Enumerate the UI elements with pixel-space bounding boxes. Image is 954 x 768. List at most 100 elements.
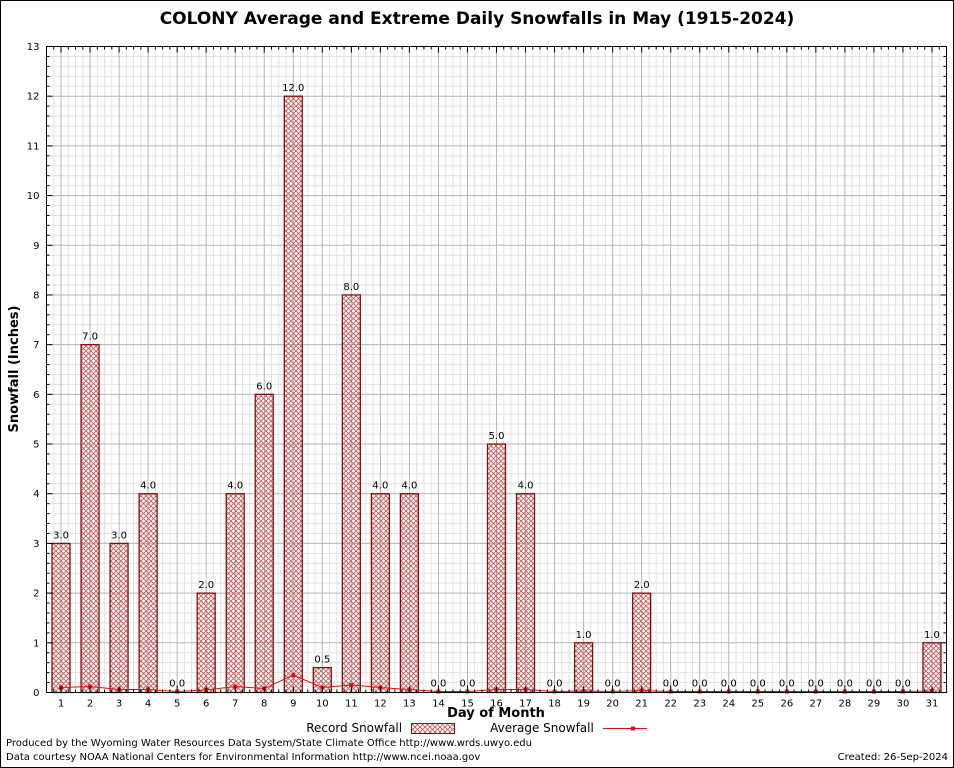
svg-text:31: 31 (926, 699, 939, 710)
bar (225, 493, 245, 694)
bar-value-labels: 3.0 7.0 3.0 4.0 0.0 2.0 4.0 6.0 12.0 0.5 8.0 4.0 4.0… (53, 83, 940, 689)
chart-title: COLONY Average and Extreme Daily Snowfal… (159, 9, 795, 29)
svg-text:0.0: 0.0 (547, 679, 563, 690)
bar (196, 592, 216, 694)
svg-text:2.0: 2.0 (198, 580, 214, 591)
svg-text:22: 22 (664, 699, 677, 710)
bar (283, 95, 303, 694)
bar (632, 592, 652, 694)
svg-text:10: 10 (27, 191, 40, 202)
footer-produced-by: Produced by the Wyoming Water Resources … (6, 738, 532, 749)
svg-text:2: 2 (87, 699, 93, 710)
svg-text:1.0: 1.0 (576, 630, 592, 641)
svg-text:3: 3 (33, 539, 39, 550)
svg-text:11: 11 (345, 699, 358, 710)
svg-text:0.0: 0.0 (808, 679, 824, 690)
svg-text:4.0: 4.0 (401, 481, 417, 492)
svg-text:6: 6 (33, 390, 39, 401)
snowfall-plot: 3.07.03.04.00.02.04.06.012.00.58.04.0 4.0… (27, 42, 947, 710)
svg-text:6: 6 (203, 699, 209, 710)
svg-text:8: 8 (261, 699, 267, 710)
svg-text:9: 9 (33, 241, 39, 252)
svg-text:5: 5 (174, 699, 180, 710)
svg-text:26: 26 (780, 699, 793, 710)
legend-record-label: Record Snowfall (306, 721, 403, 735)
svg-text:24: 24 (722, 699, 735, 710)
bar (515, 493, 536, 694)
x-axis-label: Day of Month (447, 706, 545, 721)
bar (573, 642, 594, 694)
svg-text:25: 25 (751, 699, 764, 710)
bar (109, 542, 129, 694)
svg-text:0.5: 0.5 (314, 655, 330, 666)
svg-text:8.0: 8.0 (343, 282, 359, 293)
svg-text:11: 11 (27, 141, 40, 152)
legend-average-label: Average Snowfall (490, 721, 594, 735)
svg-text:3: 3 (116, 699, 122, 710)
svg-text:2: 2 (33, 589, 39, 600)
average-swatch-icon (602, 726, 647, 730)
bar (922, 642, 942, 694)
svg-text:0.0: 0.0 (605, 679, 621, 690)
svg-text:9: 9 (290, 699, 296, 710)
svg-text:17: 17 (519, 699, 532, 710)
svg-text:7: 7 (232, 699, 238, 710)
svg-text:6.0: 6.0 (256, 381, 272, 392)
svg-text:21: 21 (635, 699, 648, 710)
footer-row: Data courtesy NOAA National Centers for … (6, 752, 948, 763)
svg-text:3.0: 3.0 (53, 530, 69, 541)
svg-text:4: 4 (145, 699, 151, 710)
svg-text:4.0: 4.0 (140, 481, 156, 492)
svg-text:20: 20 (606, 699, 619, 710)
record-swatch-icon (411, 722, 456, 734)
svg-text:23: 23 (693, 699, 706, 710)
y-axis-label: Snowfall (Inches) (7, 305, 22, 433)
svg-text:29: 29 (868, 699, 881, 710)
svg-text:12: 12 (374, 699, 387, 710)
chart-root: 3.07.03.04.00.02.04.06.012.00.58.04.0 4.0… (27, 42, 947, 710)
bar (254, 393, 274, 694)
svg-text:0: 0 (33, 688, 39, 699)
svg-text:0.0: 0.0 (895, 679, 911, 690)
svg-text:1: 1 (58, 699, 64, 710)
bar (486, 443, 507, 694)
footer-created-date: Created: 26-Sep-2024 (837, 752, 948, 763)
svg-text:4.0: 4.0 (518, 481, 534, 492)
svg-text:1: 1 (33, 638, 39, 649)
svg-text:27: 27 (809, 699, 822, 710)
svg-text:0.0: 0.0 (663, 679, 679, 690)
svg-text:0.0: 0.0 (430, 679, 446, 690)
svg-text:5: 5 (33, 440, 39, 451)
svg-text:7.0: 7.0 (82, 332, 98, 343)
svg-text:30: 30 (897, 699, 910, 710)
svg-text:0.0: 0.0 (750, 679, 766, 690)
bar (399, 493, 420, 694)
svg-text:13: 13 (403, 699, 416, 710)
svg-text:0.0: 0.0 (692, 679, 708, 690)
svg-text:28: 28 (839, 699, 852, 710)
svg-text:15: 15 (461, 699, 474, 710)
svg-text:4: 4 (33, 489, 39, 500)
svg-text:0.0: 0.0 (837, 679, 853, 690)
svg-text:1.0: 1.0 (924, 630, 940, 641)
footer-data-courtesy: Data courtesy NOAA National Centers for … (6, 752, 481, 763)
svg-text:4.0: 4.0 (372, 481, 388, 492)
svg-text:14: 14 (432, 699, 445, 710)
svg-text:0.0: 0.0 (721, 679, 737, 690)
svg-text:3.0: 3.0 (111, 530, 127, 541)
bar (138, 493, 158, 694)
svg-text:18: 18 (548, 699, 561, 710)
bar (370, 493, 391, 694)
svg-text:19: 19 (577, 699, 590, 710)
svg-text:0.0: 0.0 (866, 679, 882, 690)
svg-text:8: 8 (33, 290, 39, 301)
svg-text:10: 10 (316, 699, 329, 710)
axis-ticks (46, 46, 947, 693)
svg-text:12: 12 (27, 92, 40, 103)
svg-text:0.0: 0.0 (460, 679, 476, 690)
svg-text:0.0: 0.0 (169, 679, 185, 690)
bar (51, 542, 71, 694)
x-tick-labels: 1 2 3 4 5 6 7 8 9 10 11 12 13 14 15 16 17 18 19 20 21 22 23 24 2… (58, 699, 939, 710)
